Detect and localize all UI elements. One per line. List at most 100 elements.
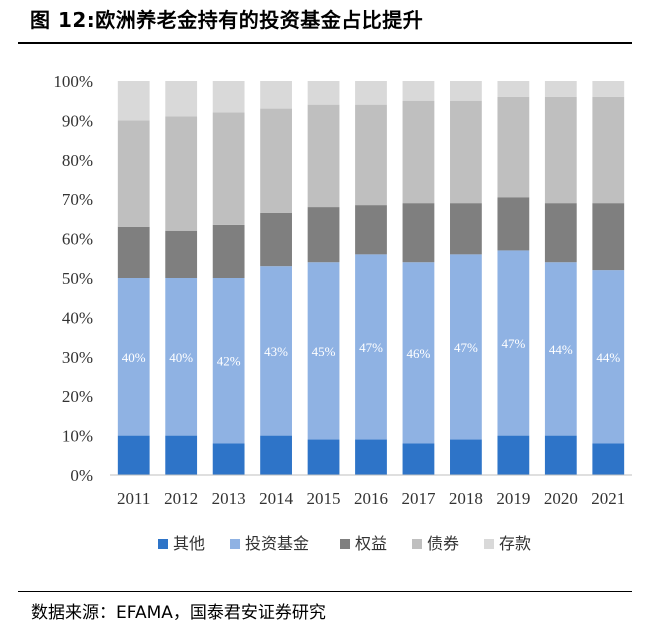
x-tick-label: 2017 [401, 489, 436, 508]
source-note: 数据来源：EFAMA，国泰君安证券研究 [31, 603, 326, 623]
bar-segment-2016-3 [355, 104, 387, 206]
title-divider [18, 42, 632, 44]
chart-title: 图 12:欧洲养老金持有的投资基金占比提升 [30, 8, 424, 32]
x-tick-label: 2019 [496, 489, 530, 508]
data-label-2020: 44% [549, 342, 573, 357]
data-label-2019: 47% [501, 336, 525, 351]
bar-segment-2019-2 [497, 197, 530, 251]
x-axis: 2011 2012 2013 2014 2015 2016 2017 2018 2019 2020… [117, 489, 625, 508]
x-tick-label: 2021 [591, 489, 625, 508]
data-label-2021: 44% [596, 350, 620, 365]
bar-segment-2017-4 [402, 81, 435, 101]
x-tick-label: 2013 [212, 489, 246, 508]
bar-segment-2017-2 [402, 203, 435, 263]
y-tick-label: 0% [70, 466, 93, 485]
legend-label: 债券 [427, 534, 459, 553]
bar-segment-2018-3 [450, 100, 482, 204]
bar-segment-2014-3 [260, 108, 292, 213]
bar-segment-2021-4 [592, 81, 625, 97]
legend-label: 权益 [355, 534, 387, 553]
bar-segment-2020-3 [544, 96, 577, 204]
bar-segment-2021-0 [592, 443, 625, 475]
legend: 其他 投资基金 权益 债券 存款 [158, 534, 531, 553]
bar-segment-2018-2 [450, 203, 482, 255]
y-axis: 0% 10% 20% 30% 40% 50% 60% 70% 80% 90% 100% [53, 72, 93, 485]
stacked-bar-chart: 0% 10% 20% 30% 40% 50% 60% 70% 80% 90% 100% 40% 40%… [53, 72, 632, 553]
x-tick-label: 2020 [544, 489, 578, 508]
bar-segment-2020-2 [544, 203, 577, 263]
bar-segment-2016-2 [355, 205, 387, 255]
bar-segment-2019-1 [497, 250, 530, 436]
bar-segment-2011-0 [117, 435, 150, 475]
data-label-2015: 45% [312, 344, 336, 359]
bar-segment-2013-1 [212, 278, 245, 444]
y-tick-label: 10% [62, 427, 93, 446]
bar-segment-2013-2 [212, 224, 245, 278]
bar-segment-2013-4 [212, 81, 245, 113]
bar-segment-2011-4 [117, 81, 150, 121]
bar-segment-2014-0 [260, 435, 292, 475]
bar-segment-2017-3 [402, 100, 435, 204]
data-label-2012: 40% [169, 350, 193, 365]
bar-segment-2015-2 [307, 207, 340, 263]
bar-plot-area: 40% 40% 42% 43% 45% 47% 46% 47% 47% 44% 44% [117, 81, 625, 475]
y-tick-label: 90% [62, 111, 93, 130]
bar-segment-2020-0 [544, 435, 577, 475]
bar-segment-2019-4 [497, 81, 530, 97]
data-label-2013: 42% [217, 354, 241, 369]
data-label-2017: 46% [407, 346, 431, 361]
x-tick-label: 2011 [117, 489, 150, 508]
bar-segment-2015-4 [307, 81, 340, 105]
bar-segment-2011-2 [117, 226, 150, 278]
x-tick-label: 2012 [164, 489, 198, 508]
bar-segment-2012-0 [165, 435, 198, 475]
y-tick-label: 70% [62, 190, 93, 209]
bar-segment-2018-4 [450, 81, 482, 101]
y-tick-label: 30% [62, 348, 93, 367]
bar-segment-2021-1 [592, 270, 625, 444]
bar-segment-2018-1 [450, 254, 482, 440]
legend-swatch [412, 539, 422, 549]
legend-swatch [484, 539, 494, 549]
legend-label: 其他 [173, 534, 205, 553]
bar-segment-2014-4 [260, 81, 292, 109]
bar-segment-2015-0 [307, 439, 340, 475]
bar-segment-2012-4 [165, 81, 198, 117]
bar-segment-2015-3 [307, 104, 340, 208]
y-tick-label: 60% [62, 230, 93, 249]
x-tick-label: 2018 [449, 489, 483, 508]
data-label-2014: 43% [264, 344, 288, 359]
data-label-2016: 47% [359, 340, 383, 355]
bar-segment-2012-3 [165, 116, 198, 231]
bar-segment-2014-2 [260, 212, 292, 267]
data-label-2018: 47% [454, 340, 478, 355]
legend-swatch [158, 539, 168, 549]
data-label-2011: 40% [122, 350, 146, 365]
y-tick-label: 50% [62, 269, 93, 288]
bar-segment-2017-1 [402, 262, 435, 444]
x-tick-label: 2014 [259, 489, 294, 508]
y-tick-label: 20% [62, 387, 93, 406]
bar-segment-2021-2 [592, 203, 625, 271]
bar-segment-2013-0 [212, 443, 245, 475]
y-tick-label: 100% [53, 72, 93, 91]
legend-label: 存款 [499, 534, 531, 553]
bar-segment-2012-2 [165, 230, 198, 278]
x-tick-label: 2016 [354, 489, 388, 508]
bar-segment-2016-1 [355, 254, 387, 440]
bar-segment-2018-0 [450, 439, 482, 475]
bar-segment-2019-3 [497, 96, 530, 198]
bar-segment-2016-4 [355, 81, 387, 105]
legend-swatch [230, 539, 240, 549]
y-tick-label: 80% [62, 151, 93, 170]
bar-segment-2014-1 [260, 266, 292, 436]
bar-segment-2019-0 [497, 435, 530, 475]
bar-segment-2016-0 [355, 439, 387, 475]
bar-segment-2011-1 [117, 278, 150, 436]
bar-segment-2011-3 [117, 120, 150, 227]
bar-segment-2017-0 [402, 443, 435, 475]
x-tick-label: 2015 [307, 489, 341, 508]
bar-segment-2020-4 [544, 81, 577, 97]
bar-segment-2012-1 [165, 278, 198, 436]
legend-label: 投资基金 [245, 534, 309, 553]
